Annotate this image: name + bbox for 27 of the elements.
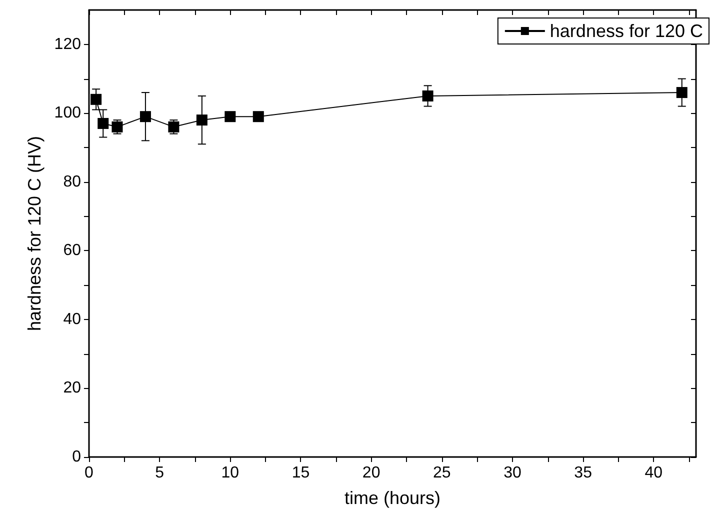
y-tick-label: 20 [63, 380, 82, 397]
y-tick-label: 0 [72, 448, 82, 466]
x-tick-label: 35 [574, 464, 592, 482]
point [422, 90, 434, 102]
point [196, 114, 208, 126]
x-tick-label: 0 [84, 464, 94, 482]
point [252, 111, 264, 122]
point [98, 118, 109, 129]
point [140, 111, 151, 122]
y-tick-label: 40 [63, 310, 82, 328]
point [676, 87, 688, 98]
x-tick-label: 20 [362, 464, 380, 482]
x-tick-label: 25 [433, 464, 451, 482]
y-tick-label: 80 [63, 173, 82, 190]
y-tick-label: 120 [54, 36, 82, 53]
x-tick-label: 30 [504, 464, 522, 482]
y-axis-title: hardness for 120 C (HV) [24, 136, 44, 332]
point [224, 111, 236, 122]
legend-label: hardness for 120 C [550, 21, 704, 41]
x-axis-title: time (hours) [344, 488, 441, 508]
x-tick-label: 5 [155, 464, 164, 482]
x-tick-label: 15 [292, 464, 310, 482]
y-tick-label: 100 [54, 104, 82, 122]
point [90, 94, 102, 105]
y-tick-label: 60 [63, 242, 82, 260]
x-tick-label: 10 [221, 464, 240, 482]
x-tick-label: 40 [644, 464, 663, 482]
